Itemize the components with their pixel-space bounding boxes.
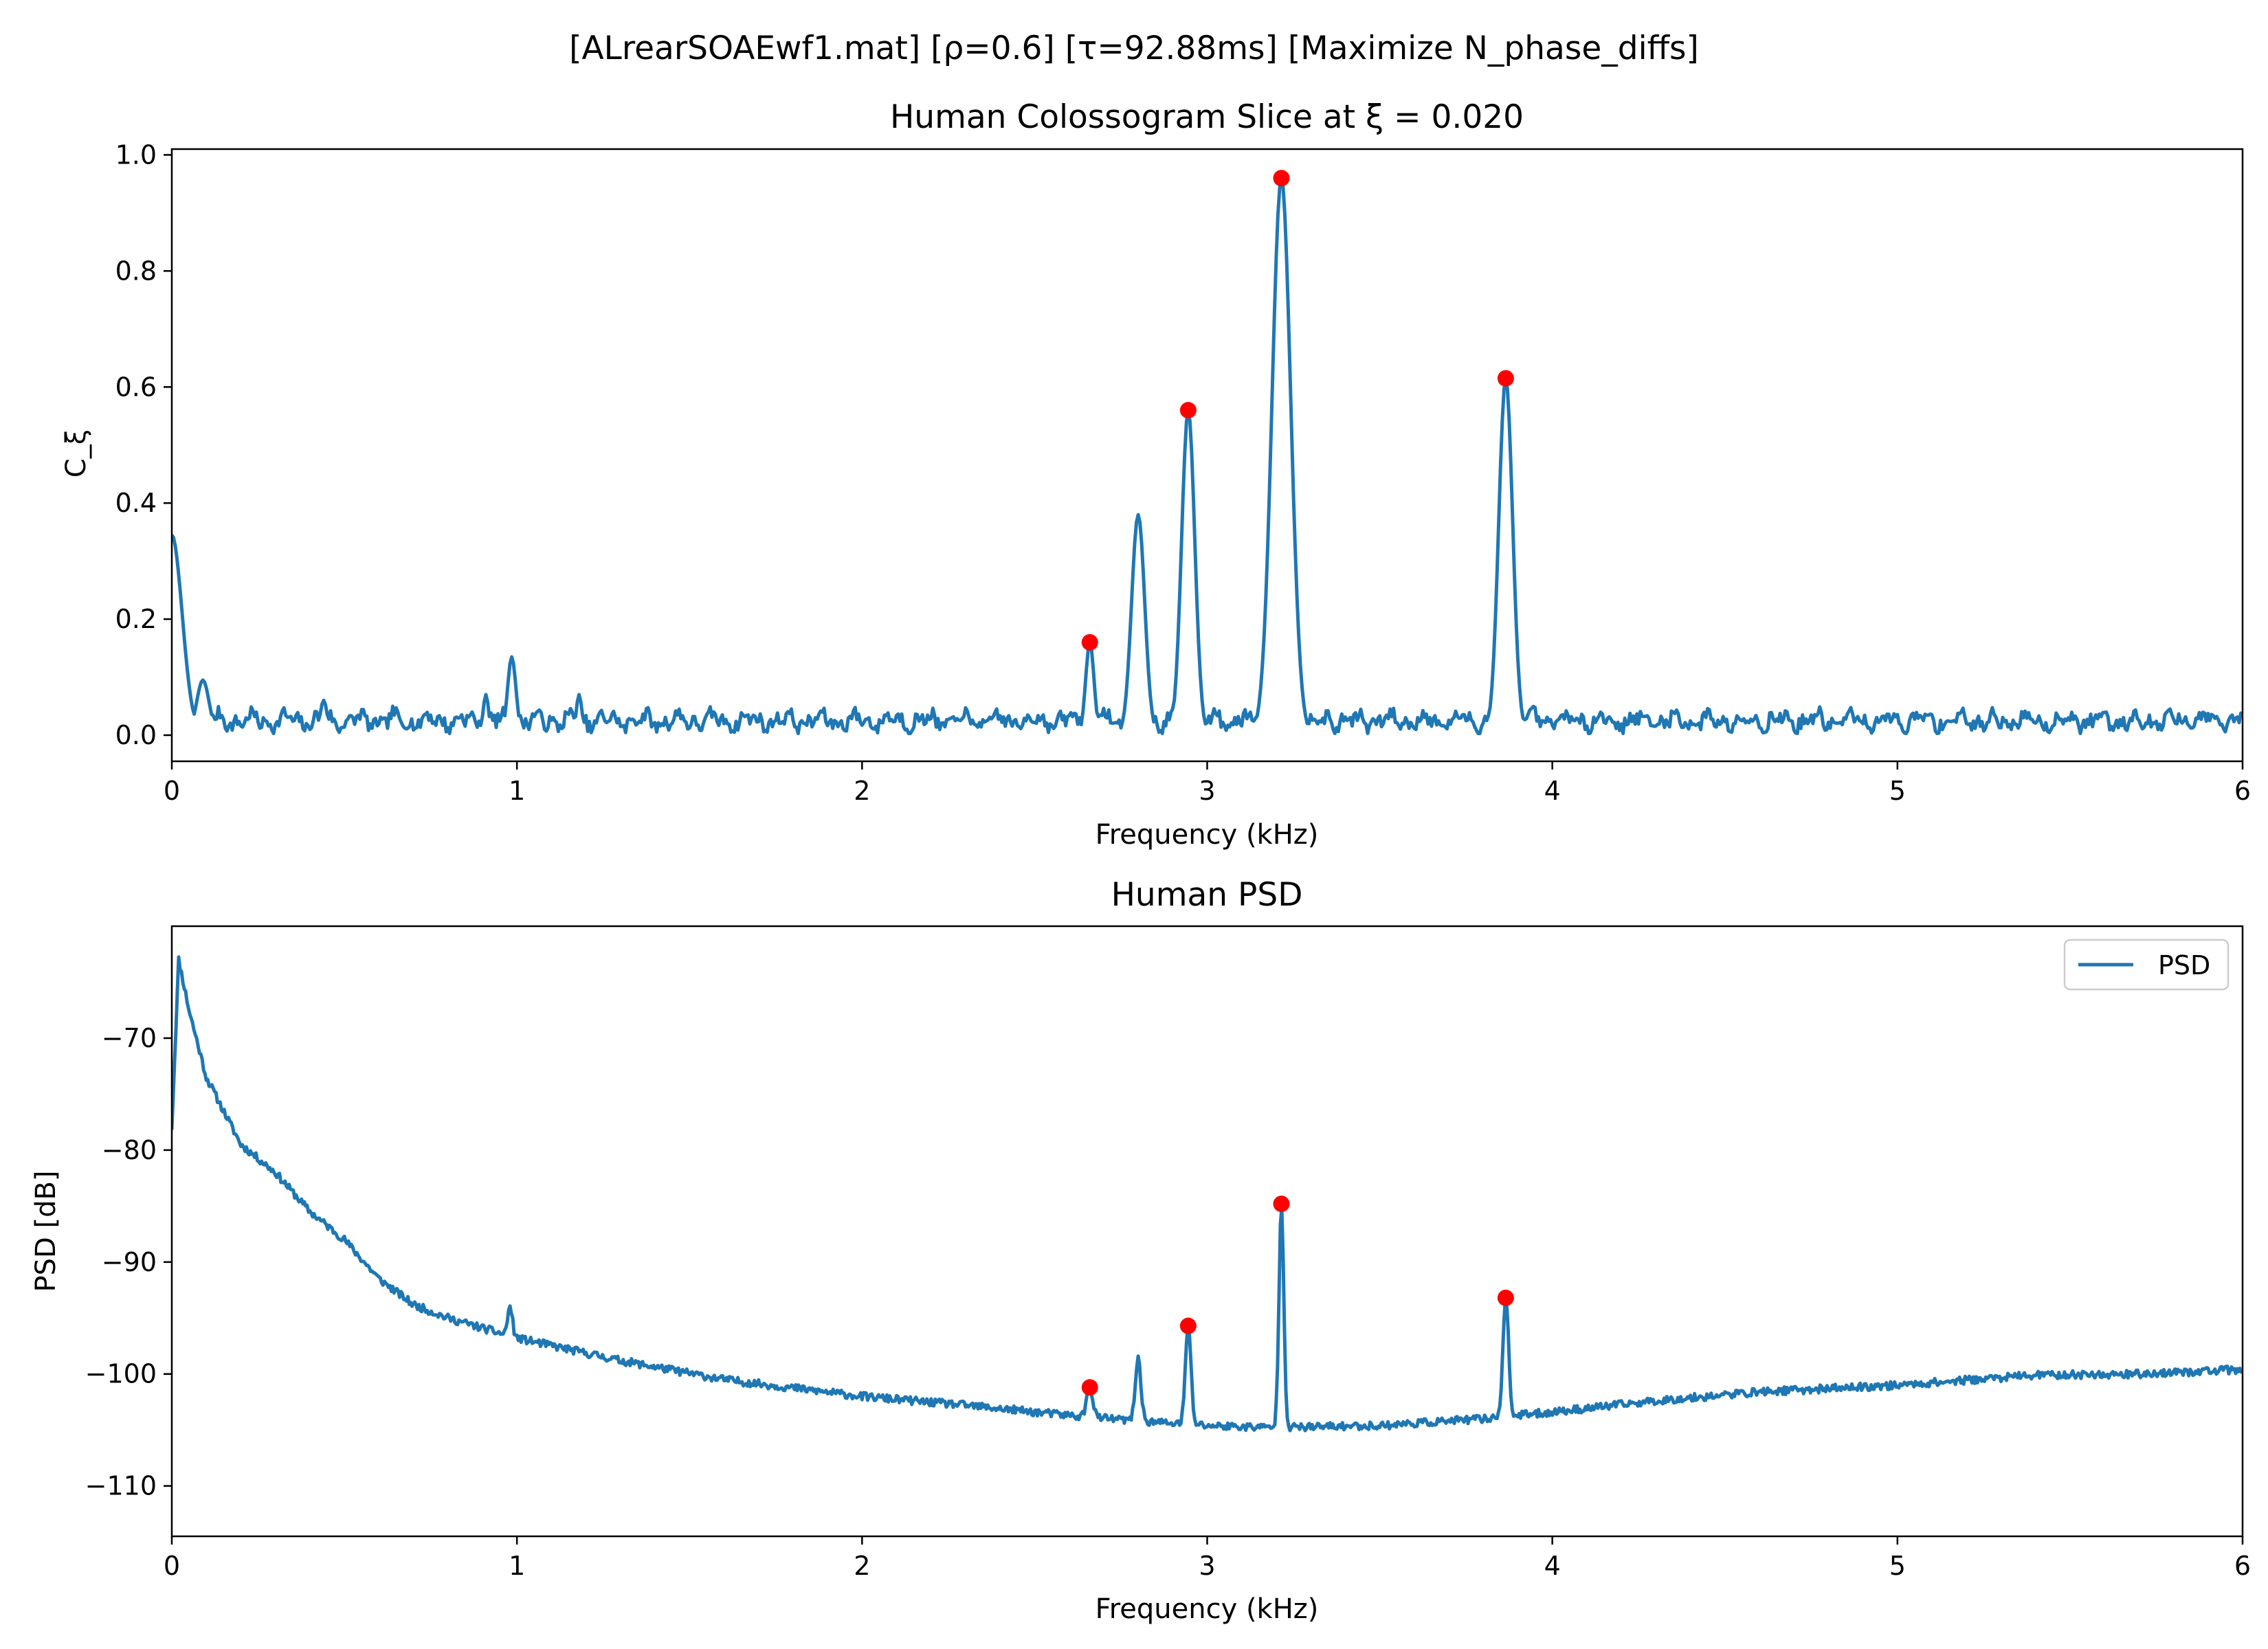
coherence-plot-frame <box>170 148 2244 763</box>
coherence-panel-title: Human Colossogram Slice at ξ = 0.020 <box>890 98 1524 136</box>
legend-box <box>2063 939 2230 991</box>
psd-series-line <box>172 955 2243 1433</box>
psd-x-tick-label: 6 <box>2234 1551 2251 1581</box>
coherence-y-tick-label: 0.6 <box>115 372 157 402</box>
coherence-peak-marker <box>1273 170 1290 187</box>
psd-x-tick-label: 5 <box>1889 1551 1906 1581</box>
coherence-x-tick-label: 0 <box>164 776 180 806</box>
coherence-series-line <box>172 176 2243 735</box>
psd-x-tick-label: 2 <box>854 1551 870 1581</box>
psd-x-tick-label: 0 <box>164 1551 180 1581</box>
psd-x-tick-label: 3 <box>1199 1551 1215 1581</box>
psd-y-tick-label: −110 <box>85 1471 157 1501</box>
coherence-x-tick-label: 2 <box>854 776 870 806</box>
psd-y-tick-label: −70 <box>102 1023 157 1053</box>
coherence-peak-marker <box>1081 633 1098 651</box>
coherence-y-tick-label: 0.2 <box>115 604 157 634</box>
psd-x-tick-label: 1 <box>509 1551 525 1581</box>
coherence-peak-marker <box>1179 402 1197 419</box>
coherence-x-tick-label: 4 <box>1544 776 1561 806</box>
psd-peak-marker <box>1273 1196 1290 1213</box>
figure-suptitle: [ALrearSOAEwf1.mat] [ρ=0.6] [τ=92.88ms] … <box>569 30 1699 67</box>
legend-label-psd: PSD <box>2158 950 2210 980</box>
psd-y-tick-label: −90 <box>102 1247 157 1277</box>
psd-panel-title: Human PSD <box>1111 876 1303 914</box>
coherence-y-tick-label: 0.4 <box>115 488 157 518</box>
coherence-x-tick-label: 5 <box>1889 776 1906 806</box>
coherence-x-axis-label: Frequency (kHz) <box>1096 819 1319 851</box>
psd-legend: PSD <box>2063 939 2230 991</box>
coherence-y-axis-label: C_ξ <box>60 429 92 478</box>
coherence-x-tick-label: 1 <box>509 776 525 806</box>
coherence-peak-markers <box>1081 170 1514 651</box>
coherence-x-tick-label: 3 <box>1199 776 1215 806</box>
psd-plot-frame <box>170 925 2244 1538</box>
psd-panel: Human PSD Frequency (kHz) PSD [dB] 0 1 2 3 4… <box>30 876 2251 1625</box>
psd-x-tick-label: 4 <box>1544 1551 1561 1581</box>
psd-y-axis-label: PSD [dB] <box>30 1170 62 1292</box>
psd-peak-marker <box>1081 1379 1098 1396</box>
psd-x-axis-label: Frequency (kHz) <box>1096 1593 1319 1625</box>
psd-y-tick-label: −80 <box>102 1135 157 1165</box>
psd-peak-marker <box>1179 1317 1197 1334</box>
coherence-x-tick-label: 6 <box>2234 776 2251 806</box>
psd-y-tick-label: −100 <box>85 1359 157 1389</box>
psd-axis-ticks: 0 1 2 3 4 5 6 −110 −100 −90 −80 −70 <box>85 1023 2251 1581</box>
psd-peak-marker <box>1497 1289 1514 1306</box>
coherence-y-tick-label: 0.8 <box>115 256 157 286</box>
coherence-axis-ticks: 0 1 2 3 4 5 6 0.0 0.2 0.4 0.6 0.8 1.0 <box>115 139 2252 806</box>
coherence-y-tick-label: 0.0 <box>115 720 157 750</box>
coherence-peak-marker <box>1497 370 1514 387</box>
coherence-panel: Human Colossogram Slice at ξ = 0.020 Fre… <box>60 98 2251 851</box>
psd-peak-markers <box>1081 1196 1514 1396</box>
coherence-y-tick-label: 1.0 <box>115 139 157 170</box>
